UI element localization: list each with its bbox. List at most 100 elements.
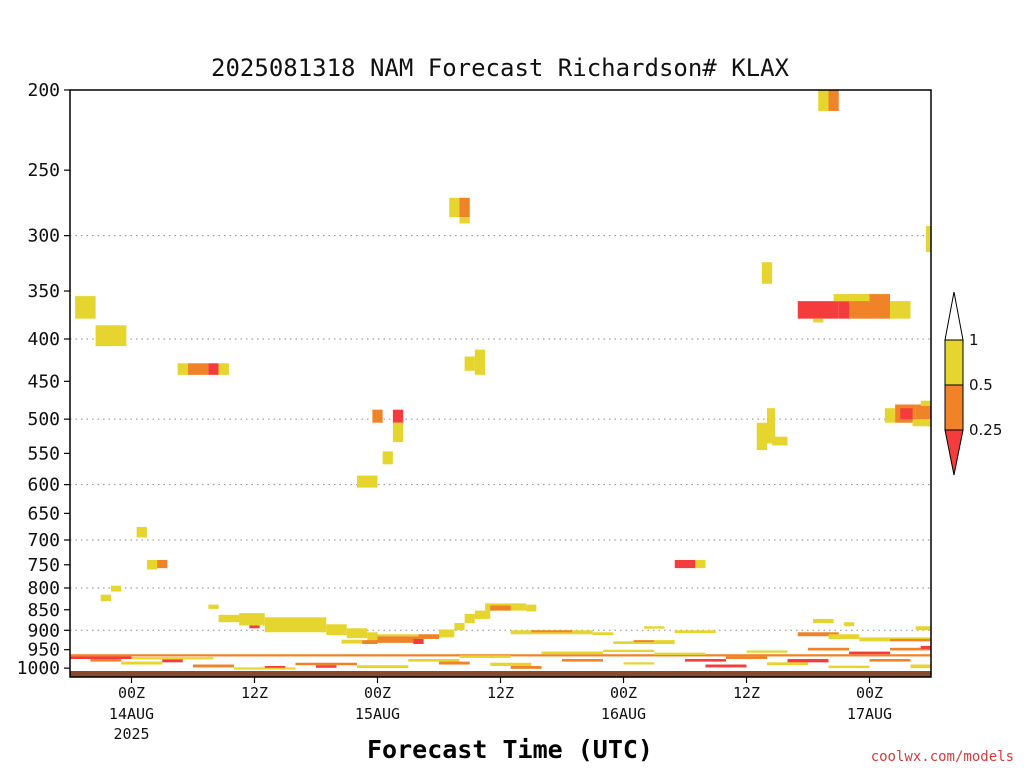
heatmap-cell — [111, 585, 122, 592]
heatmap-cell — [464, 613, 475, 624]
x-tick-label: 12Z — [733, 684, 760, 702]
grid-lines — [70, 235, 931, 631]
heatmap-cell — [162, 659, 183, 663]
y-tick-label: 650 — [27, 503, 60, 524]
heatmap-cell — [377, 636, 419, 643]
heatmap-cell — [136, 526, 147, 538]
x-tick-label: 12Z — [487, 684, 514, 702]
y-tick-label: 700 — [27, 530, 60, 551]
y-tick-label: 250 — [27, 160, 60, 181]
heatmap-cells — [70, 90, 931, 670]
heatmap-cell — [767, 662, 808, 666]
heatmap-cell — [187, 363, 209, 375]
x-tick-label: 00Z — [118, 684, 145, 702]
colorbar: 1 0.5 0.25 — [944, 291, 1002, 476]
heatmap-cell — [449, 197, 460, 218]
heatmap-cell — [326, 624, 347, 636]
heatmap-cell — [295, 662, 357, 666]
heatmap-cell — [920, 645, 931, 649]
heatmap-cell — [772, 436, 788, 446]
heatmap-cell — [474, 349, 486, 375]
heatmap-cell — [218, 363, 229, 375]
heatmap-cell — [767, 408, 776, 444]
heatmap-cell — [392, 422, 404, 443]
heatmap-cell — [177, 363, 188, 375]
colorbar-band-yellow — [944, 339, 964, 386]
heatmap-cell — [910, 664, 931, 669]
heatmap-cell — [828, 634, 860, 639]
chart-title: 2025081318 NAM Forecast Richardson# KLAX — [211, 54, 790, 82]
heatmap-cell — [890, 638, 931, 642]
heatmap-cell — [603, 649, 655, 652]
heatmap-cell — [623, 662, 655, 665]
y-tick-label: 750 — [27, 555, 60, 576]
y-tick-label: 500 — [27, 409, 60, 430]
heatmap-cell — [613, 641, 655, 644]
heatmap-cell — [818, 90, 829, 111]
plot-area-frame — [69, 89, 932, 678]
heatmap-cell — [208, 604, 219, 609]
heatmap-cell — [849, 651, 890, 655]
heatmap-cell — [193, 664, 234, 668]
heatmap-cell — [843, 622, 855, 627]
heatmap-cell — [459, 197, 470, 218]
heatmap-cell — [316, 665, 337, 668]
colorbar-bottom-arrow — [944, 429, 964, 476]
y-tick-label: 350 — [27, 281, 60, 302]
x-axis-label: Forecast Time (UTC) — [367, 735, 653, 764]
heatmap-cell — [459, 655, 511, 658]
heatmap-cell — [264, 617, 327, 633]
heatmap-cell — [890, 647, 931, 651]
heatmap-cell — [726, 656, 767, 660]
heatmap-cell — [813, 618, 834, 624]
heatmap-cell — [234, 667, 296, 670]
heatmap-cell — [915, 626, 931, 631]
x-tick-label: 12Z — [241, 684, 268, 702]
heatmap-cell — [474, 610, 491, 619]
heatmap-cell — [695, 559, 706, 569]
heatmap-cell — [218, 614, 240, 623]
x-axis-ticks: 00Z 14AUG 2025 12Z 00Z 15AUG 12Z 00Z 16AUG 12Z 00Z… — [109, 677, 892, 743]
heatmap-cell — [920, 400, 931, 406]
heatmap-cell — [685, 659, 726, 662]
y-tick-label: 450 — [27, 371, 60, 392]
credit-text: coolwx.com/models — [871, 749, 1014, 765]
x-tick-sublabel: 14AUG — [109, 705, 154, 723]
heatmap-cell — [562, 659, 603, 662]
heatmap-cell — [915, 404, 931, 420]
heatmap-cell — [869, 659, 911, 662]
heatmap-cell — [746, 650, 788, 653]
heatmap-cell — [372, 409, 383, 423]
heatmap-cell — [654, 640, 675, 644]
heatmap-cell — [392, 409, 404, 423]
heatmap-cell — [526, 604, 537, 612]
y-tick-label: 550 — [27, 443, 60, 464]
heatmap-cell — [157, 559, 168, 569]
heatmap-cell — [797, 632, 839, 637]
heatmap-cell — [249, 625, 260, 629]
y-tick-label: 850 — [27, 600, 60, 621]
heatmap-cell — [464, 356, 475, 371]
heatmap-cell — [884, 408, 896, 423]
heatmap-cell — [644, 626, 665, 629]
heatmap-cell — [541, 651, 603, 655]
x-tick-sublabel: 2025 — [113, 725, 149, 743]
heatmap-cell — [828, 90, 839, 111]
heatmap-cell — [418, 634, 439, 639]
heatmap-cell — [382, 451, 393, 465]
heatmap-cell — [341, 639, 363, 644]
heatmap-cell — [674, 630, 716, 634]
y-axis-ticks: 200 250 300 350 400 450 500 550 600 650 700 7508008… — [17, 80, 70, 679]
x-tick-label: 00Z — [610, 684, 637, 702]
heatmap-cell — [756, 422, 767, 451]
heatmap-cell — [439, 661, 470, 665]
heatmap-cell — [346, 628, 368, 639]
heatmap-cell — [838, 301, 849, 319]
y-tick-label: 1000 — [17, 658, 60, 679]
heatmap-cell — [900, 408, 913, 420]
heatmap-cell — [633, 640, 655, 643]
heatmap-cell — [592, 632, 614, 636]
heatmap-cell — [208, 363, 219, 375]
heatmap-cell — [925, 225, 931, 253]
